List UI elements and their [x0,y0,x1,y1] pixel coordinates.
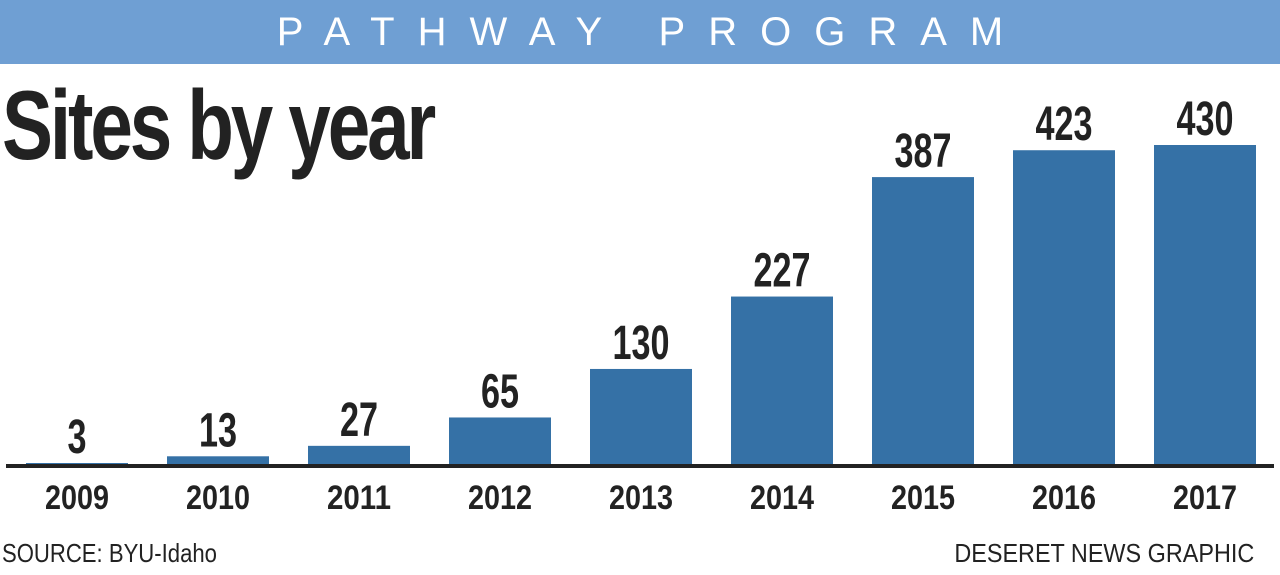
value-label-2010: 13 [199,404,237,457]
value-label-2017: 430 [1177,93,1234,146]
x-tick-label-2013: 2013 [609,479,673,517]
value-label-2012: 65 [481,365,519,418]
chart-title: Sites by year [2,70,436,180]
x-tick-label-2011: 2011 [327,479,391,517]
header-banner: PATHWAY PROGRAM [0,0,1280,64]
bars-group [26,145,1256,466]
bar-2016 [1013,150,1115,466]
value-label-2013: 130 [613,317,670,370]
x-tick-label-2016: 2016 [1032,479,1096,517]
x-tick-labels-group: 2009 2010 2011 2012 2013 2014 2015 2016 2017 [45,479,1237,517]
value-label-2014: 227 [754,245,811,298]
value-label-2016: 423 [1036,98,1093,151]
x-tick-label-2009: 2009 [45,479,109,517]
x-tick-label-2015: 2015 [891,479,955,517]
bar-2015 [872,177,974,466]
banner-title: PATHWAY PROGRAM [276,9,1027,54]
bar-2012 [449,417,551,466]
x-tick-label-2017: 2017 [1173,479,1237,517]
bar-2014 [731,296,833,466]
x-tick-label-2014: 2014 [750,479,814,517]
bar-2011 [308,445,410,466]
value-labels-group: 3 13 27 65 130 227 387 423 430 [68,93,1234,464]
bar-2017 [1154,145,1256,466]
value-label-2015: 387 [895,125,952,178]
graphic-credit: DESERET NEWS GRAPHIC [954,538,1254,568]
value-label-2009: 3 [68,411,87,464]
bar-2013 [590,368,692,466]
source-note: SOURCE: BYU-Idaho [2,538,217,568]
value-label-2011: 27 [340,394,378,447]
bar-2010 [167,456,269,466]
x-tick-label-2012: 2012 [468,479,532,517]
x-tick-label-2010: 2010 [186,479,250,517]
